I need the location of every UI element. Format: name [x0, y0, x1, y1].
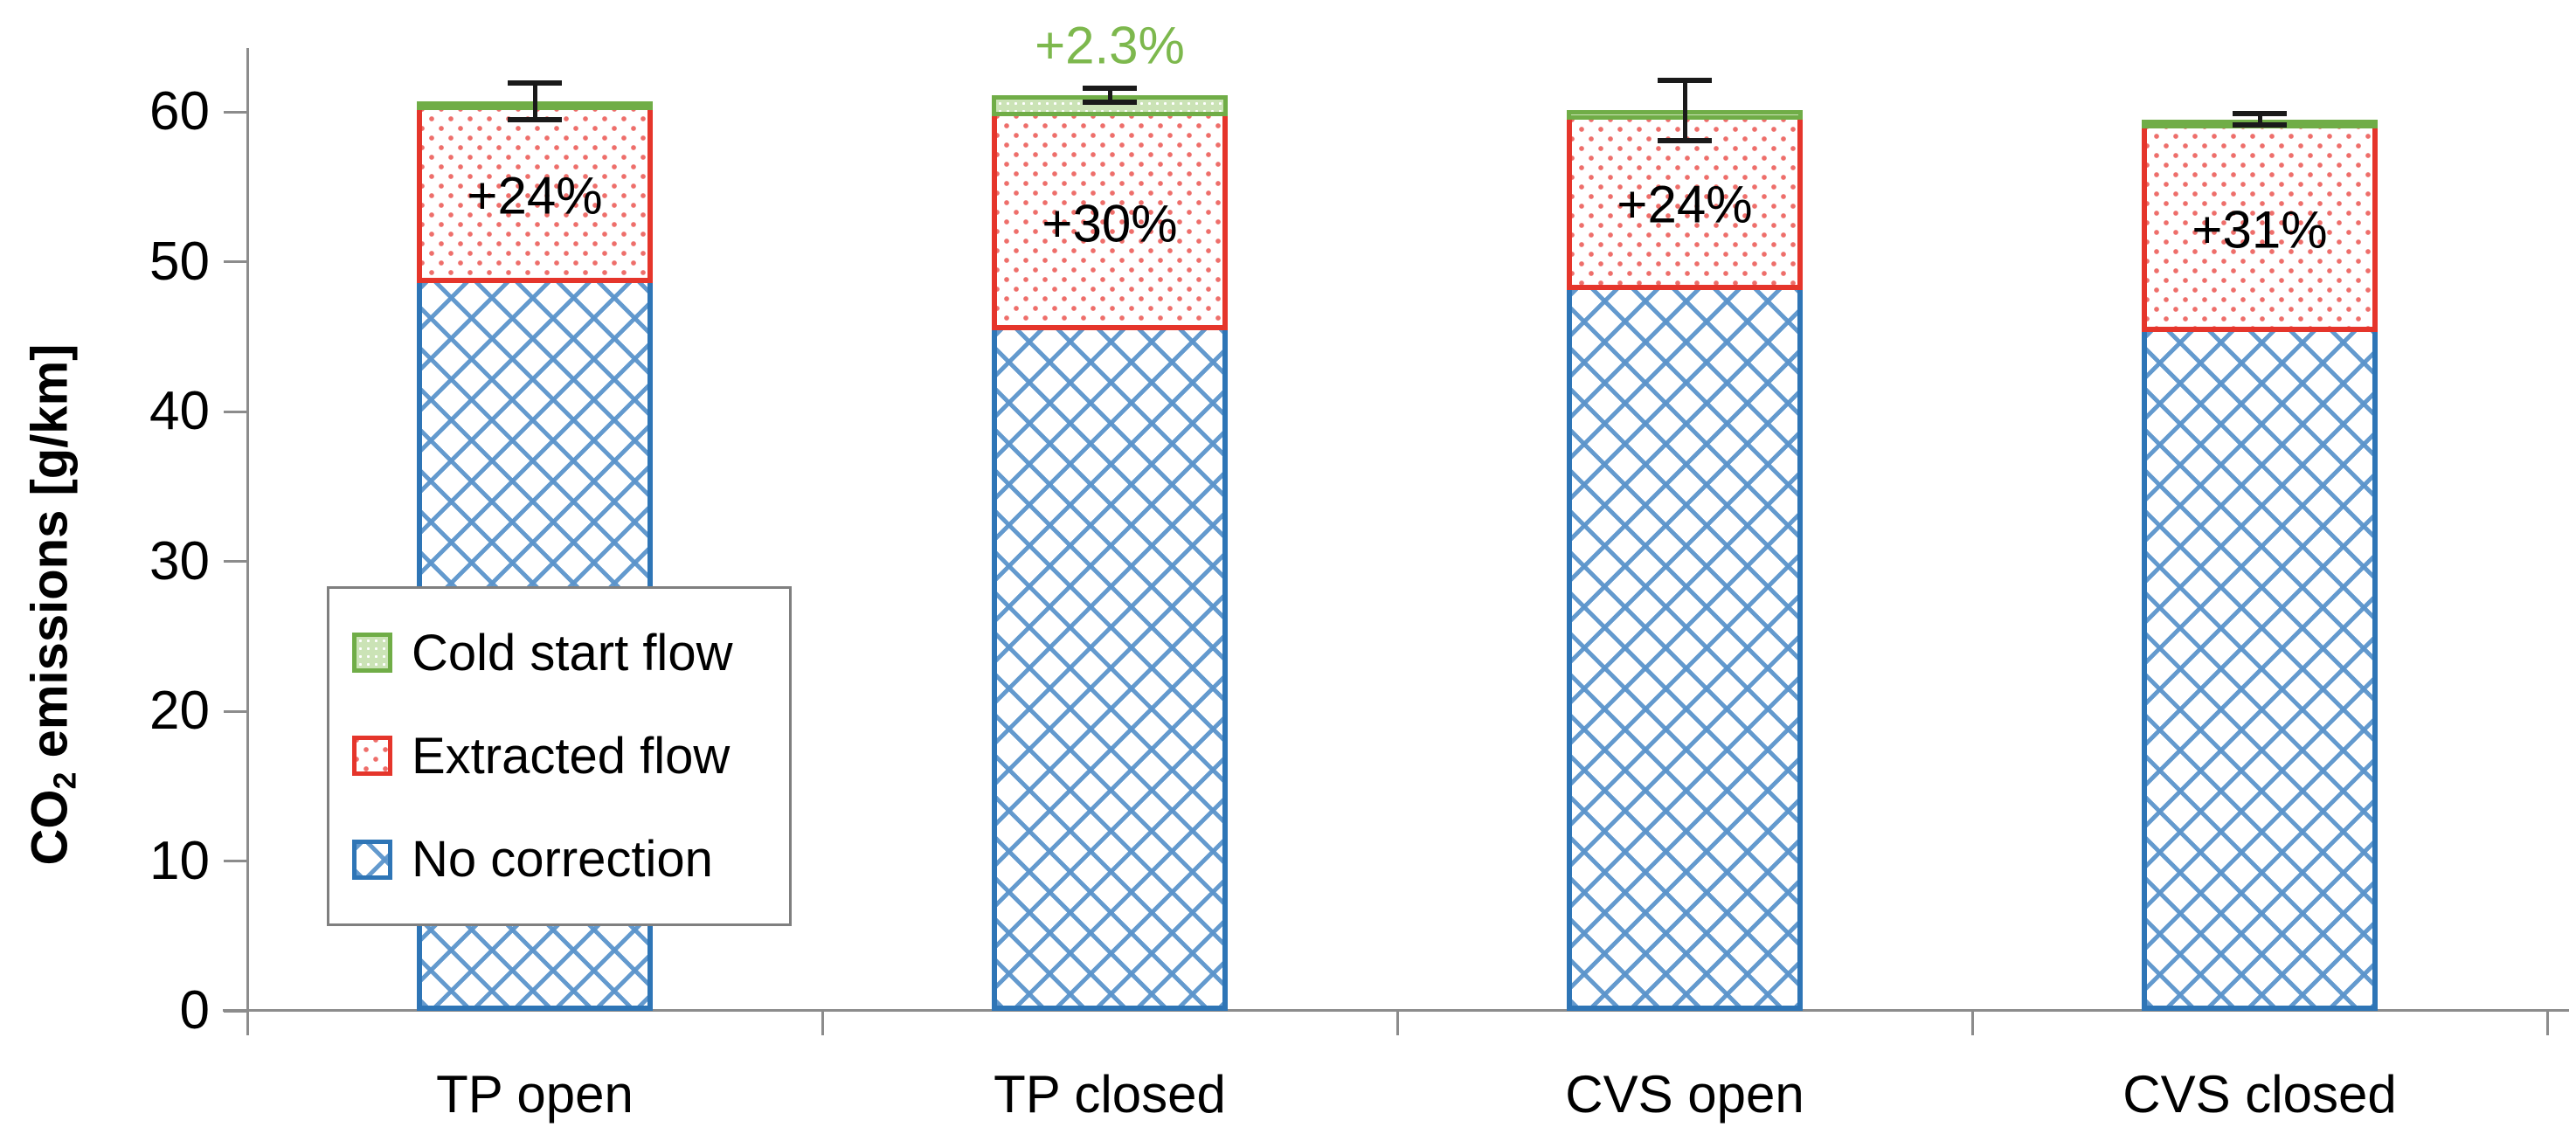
- error-bar-cap-top: [2233, 110, 2287, 116]
- y-tick-label: 60: [149, 81, 210, 142]
- bar-segment-no-correction: [992, 330, 1228, 1011]
- x-axis-label-tp-open: TP open: [436, 1065, 634, 1124]
- x-axis-label-cvs-closed: CVS closed: [2122, 1065, 2397, 1124]
- error-bar-cap-bottom: [1658, 137, 1712, 143]
- error-bar-cap-bottom: [508, 116, 562, 122]
- x-category-boundary-tick: [246, 1009, 249, 1035]
- legend: Cold start flow Extracted flow No correcti…: [327, 586, 792, 926]
- x-axis-label-cvs-open: CVS open: [1565, 1065, 1804, 1124]
- x-category-boundary-tick: [1395, 1009, 1399, 1035]
- x-category-boundary-tick: [821, 1009, 824, 1035]
- y-axis-title-subscript: 2: [46, 771, 83, 790]
- error-bar-cap-bottom: [2233, 122, 2287, 128]
- bar-segment-no-correction: [2142, 332, 2378, 1011]
- error-bar-line: [1682, 80, 1687, 141]
- legend-item-extracted-flow: Extracted flow: [352, 727, 789, 785]
- error-bar-cap-top: [1658, 77, 1712, 83]
- segment-percent-label: +31%: [2192, 200, 2328, 259]
- bar-segment-extracted-flow: [992, 116, 1228, 331]
- segment-percent-label: +24%: [1617, 175, 1753, 234]
- error-bar-line: [532, 83, 537, 120]
- y-axis-line: [246, 48, 249, 1034]
- y-tick-mark: [224, 1009, 249, 1013]
- bar-segment-no-correction: [1567, 290, 1803, 1011]
- error-bar-line: [2257, 113, 2262, 126]
- y-tick-label: 20: [149, 681, 210, 741]
- segment-percent-label: +24%: [467, 166, 603, 225]
- x-axis-label-tp-closed: TP closed: [994, 1065, 1226, 1124]
- y-tick-mark: [224, 410, 249, 413]
- legend-swatch-icon: [352, 736, 392, 777]
- bar-segment-extracted-flow: [2142, 127, 2378, 333]
- error-bar-cap-top: [1083, 86, 1137, 92]
- legend-item-label: Extracted flow: [412, 727, 731, 785]
- y-tick-label: 40: [149, 381, 210, 441]
- segment-percent-label: +30%: [1042, 194, 1178, 253]
- legend-swatch-icon: [352, 633, 392, 674]
- y-tick-mark: [224, 260, 249, 263]
- error-bar-cap-top: [508, 80, 562, 86]
- legend-item-cold-start-flow: Cold start flow: [352, 624, 789, 682]
- bar-segment-extracted-flow: [417, 108, 653, 283]
- y-tick-label: 10: [149, 830, 210, 891]
- legend-item-label: Cold start flow: [412, 624, 733, 681]
- legend-item-label: No correction: [412, 831, 713, 889]
- y-tick-label: 30: [149, 530, 210, 591]
- error-bar-cap-bottom: [1083, 99, 1137, 105]
- y-tick-label: 0: [179, 980, 210, 1041]
- y-tick-mark: [224, 860, 249, 862]
- x-category-boundary-tick: [2545, 1009, 2549, 1035]
- y-tick-mark: [224, 110, 249, 114]
- legend-swatch-icon: [352, 839, 392, 880]
- y-tick-mark: [224, 709, 249, 713]
- cold-start-percent-label: +2.3%: [1035, 16, 1185, 75]
- y-tick-label: 50: [149, 231, 210, 292]
- error-bar-line: [1107, 88, 1112, 102]
- x-category-boundary-tick: [1970, 1009, 1974, 1035]
- bar-segment-extracted-flow: [1567, 119, 1803, 291]
- y-tick-mark: [224, 560, 249, 563]
- legend-item-no-correction: No correction: [352, 830, 789, 889]
